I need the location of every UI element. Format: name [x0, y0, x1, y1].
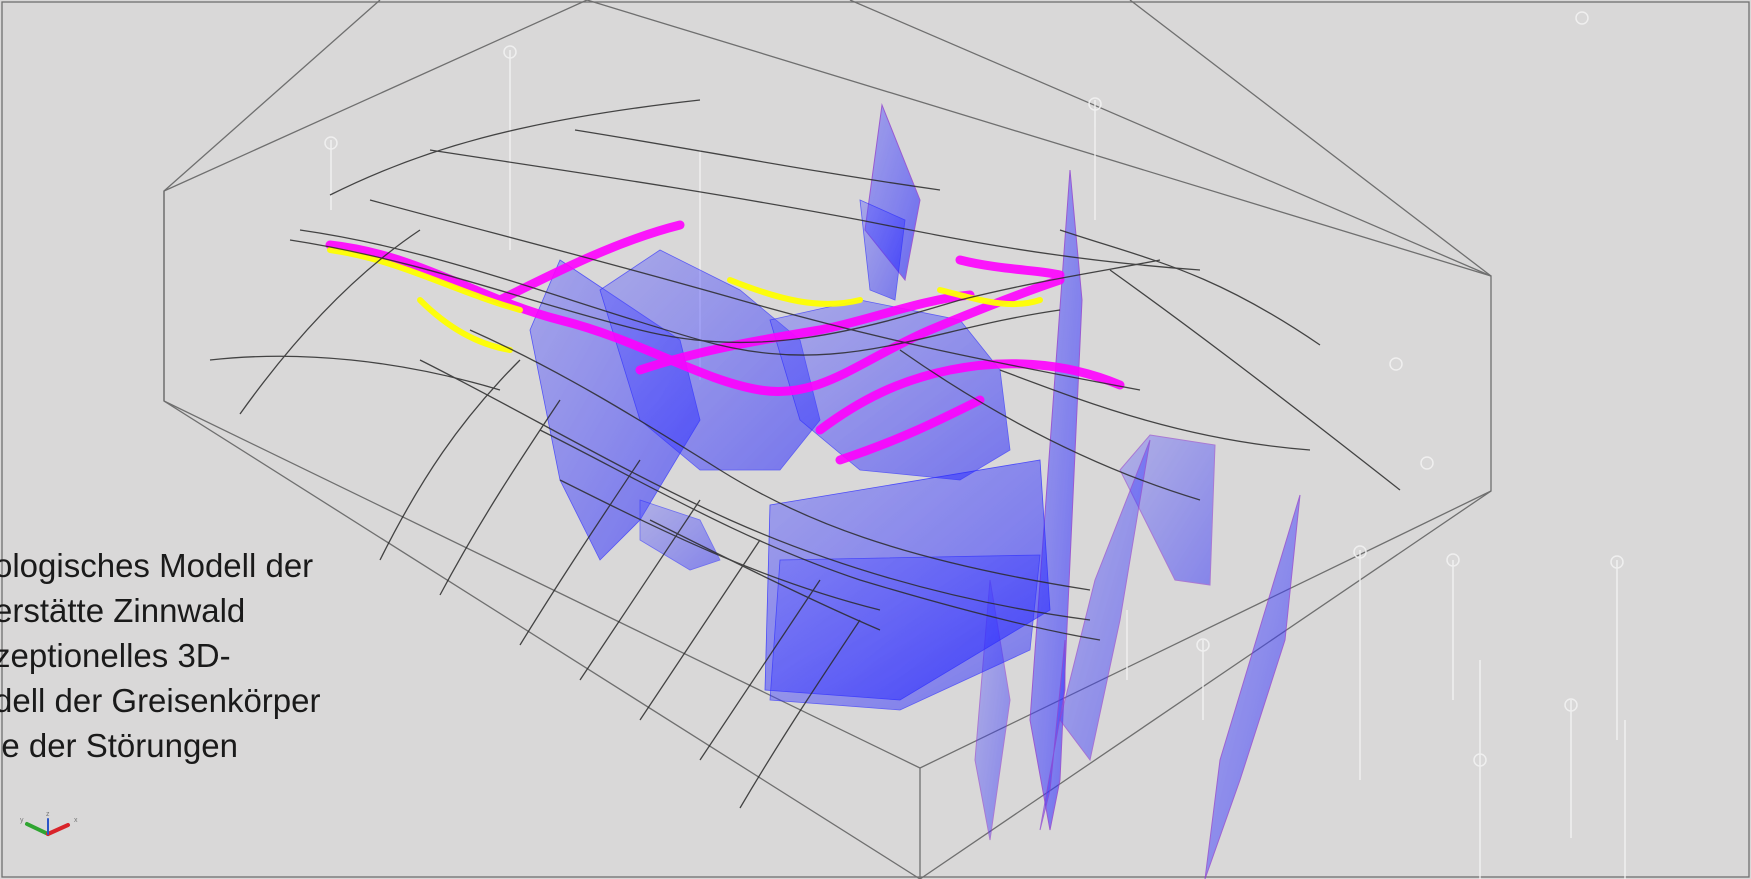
caption-line: dell der Greisenkörper	[0, 682, 321, 719]
axis-z-label: z	[46, 811, 50, 818]
caption-line: ie der Störungen	[0, 727, 239, 764]
magenta-strata	[325, 220, 1125, 465]
axis-y-label: y	[20, 817, 24, 824]
model-caption: ologisches Modell der erstätte Zinnwald …	[0, 543, 321, 768]
axis-orientation-triad: y x z	[20, 811, 78, 836]
axis-x-label: x	[74, 817, 78, 824]
caption-line: erstätte Zinnwald	[0, 592, 246, 629]
drillholes	[324, 11, 1626, 879]
fault-traces	[209, 99, 1401, 809]
caption-line: zeptionelles 3D-	[0, 637, 231, 674]
yellow-strata	[327, 247, 1043, 353]
greisen-bodies	[529, 199, 1051, 711]
caption-line: ologisches Modell der	[0, 547, 314, 584]
